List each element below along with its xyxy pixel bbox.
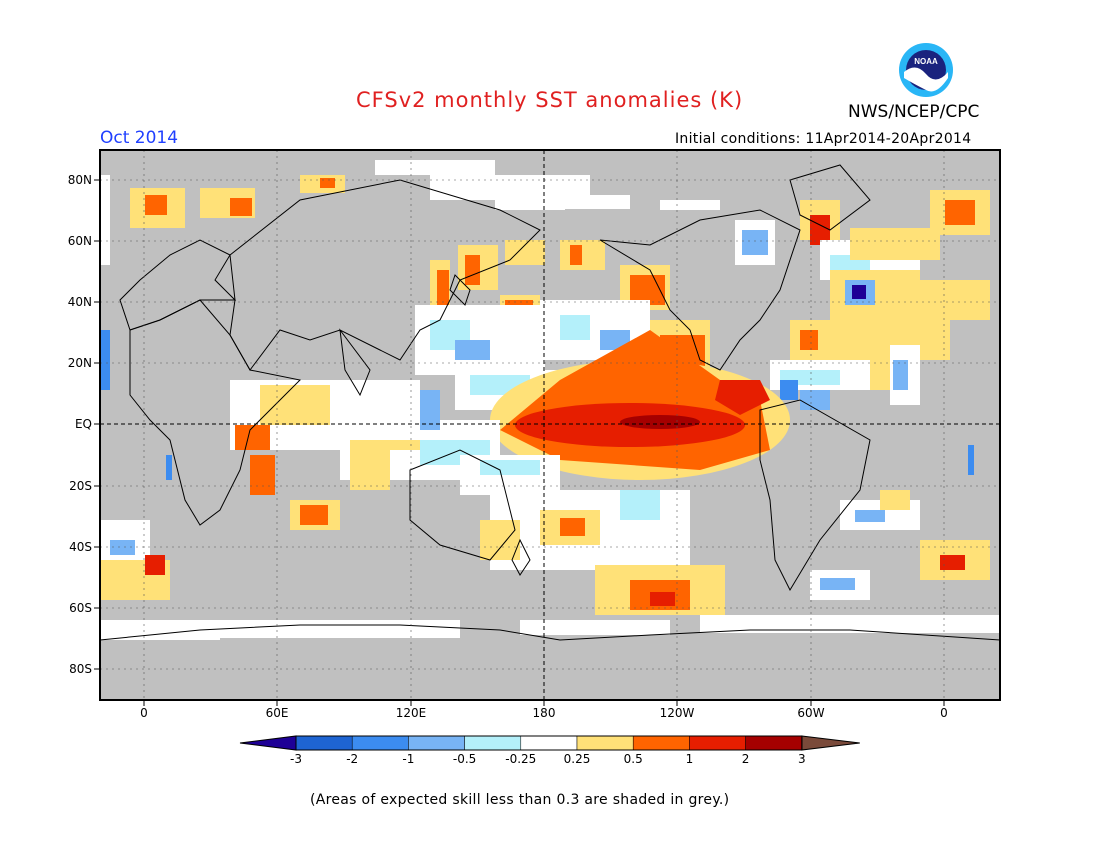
colorbar-cell [295, 735, 353, 751]
colorbar-label: -0.25 [505, 752, 537, 766]
lon-label-180: 180 [532, 706, 556, 720]
colorbar-label: 2 [741, 752, 750, 766]
lon-label-60w: 60W [797, 706, 825, 720]
new-zealand-outline [511, 538, 531, 576]
south-pacific-anomalies [340, 420, 725, 615]
lon-label-60e: 60E [265, 706, 289, 720]
map-title: CFSv2 monthly SST anomalies (K) [356, 88, 744, 112]
lat-label-20n: 20N [67, 356, 92, 370]
south-america-outline [759, 399, 871, 592]
colorbar-cell-max-arrow [801, 735, 860, 751]
lat-label-eq: EQ [74, 417, 92, 431]
antarctica-outline [99, 624, 1001, 641]
colorbar-label: 0.25 [563, 752, 591, 766]
australia-outline [409, 449, 516, 561]
colorbar-cell [408, 735, 465, 751]
india-outline [339, 328, 371, 397]
lon-label-0-east: 0 [940, 706, 948, 720]
initial-conditions: Initial conditions: 11Apr2014-20Apr2014 [675, 131, 972, 147]
colorbar-cell [520, 735, 578, 751]
colorbar-cell [689, 735, 746, 751]
colorbar-label: 1 [685, 752, 694, 766]
colorbar-cell [464, 735, 522, 751]
map-frame [99, 149, 1001, 701]
lat-label-80n: 80N [67, 173, 92, 187]
europe-outline [119, 239, 237, 331]
lat-label-20s: 20S [69, 479, 92, 493]
colorbar-cell [632, 735, 690, 751]
africa-outline [129, 299, 302, 526]
colorbar-label: -0.5 [452, 752, 477, 766]
logo-text: NOAA [914, 57, 938, 66]
colorbar-cell-min-arrow [239, 735, 297, 751]
colorbar-label: -3 [290, 752, 302, 766]
colorbar-cell [351, 735, 409, 751]
lat-label-40n: 40N [67, 295, 92, 309]
colorbar-frame [295, 735, 803, 751]
colorbar-cell [576, 735, 634, 751]
colorbar-label: -2 [346, 752, 359, 766]
antarctic-neutral-areas [100, 615, 1000, 640]
lat-label-40s: 40S [69, 540, 92, 554]
forecast-month: Oct 2014 [100, 128, 179, 148]
colorbar-label: -1 [402, 752, 415, 766]
north-atlantic-anomalies [100, 175, 990, 410]
equatorial-pacific-warming [490, 330, 790, 480]
lon-label-120w: 120W [659, 706, 695, 720]
colorbar-label: 3 [797, 752, 806, 766]
colorbar-cell [745, 735, 803, 751]
lat-label-60n: 60N [67, 234, 92, 248]
skill-footnote: (Areas of expected skill less than 0.3 a… [310, 792, 730, 808]
asia-outline [229, 179, 541, 371]
north-america-outline [599, 209, 801, 371]
gridlines [100, 150, 1000, 700]
reference-lines [100, 150, 1000, 700]
lat-label-80s: 80S [69, 662, 92, 676]
arctic-neutral-areas [375, 160, 720, 210]
agency-label: NWS/NCEP/CPC [848, 102, 980, 122]
logo-bird-shape [904, 67, 948, 92]
continent-outlines [99, 164, 1001, 641]
colorbar-label: 0.5 [623, 752, 643, 766]
japan-outline [449, 274, 471, 306]
lat-label-60s: 60S [69, 601, 92, 615]
tick-marks [94, 179, 945, 706]
greenland-outline [789, 164, 871, 231]
noaa-logo: NOAA [899, 43, 953, 97]
south-atlantic-anomalies [100, 330, 990, 600]
lon-label-120e: 120E [395, 706, 427, 720]
lon-label-0: 0 [140, 706, 148, 720]
